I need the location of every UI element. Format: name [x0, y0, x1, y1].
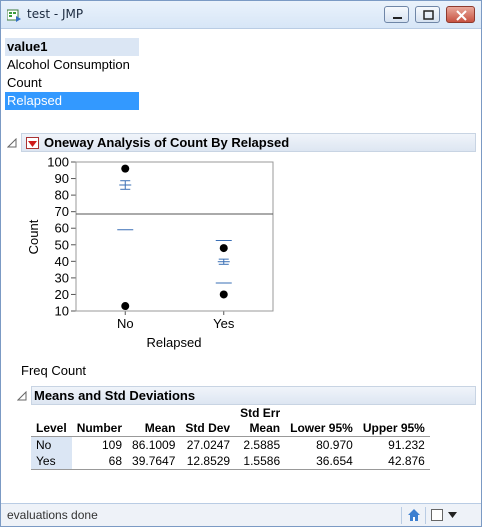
minimize-icon	[393, 17, 402, 19]
col-header-number: Number	[71, 406, 128, 437]
cell-std-err: 1.5586	[235, 453, 286, 470]
close-icon	[456, 10, 467, 21]
y-tick-label: 20	[55, 287, 69, 302]
maximize-icon	[423, 10, 434, 20]
means-title: Means and Std Deviations	[34, 388, 196, 403]
column-list-header: value1	[5, 38, 139, 56]
col-header-std-dev: Std Dev	[180, 406, 236, 437]
col-header-std-err-mean: Std Err Mean	[235, 406, 286, 437]
table-row: Yes 68 39.7647 12.8529 1.5586 36.654 42.…	[31, 453, 430, 470]
column-item-relapsed[interactable]: Relapsed	[5, 92, 139, 110]
close-button[interactable]	[446, 6, 475, 23]
table-row: No 109 86.1009 27.0247 2.5885 80.970 91.…	[31, 436, 430, 453]
data-point	[219, 244, 228, 253]
column-item-alcohol-consumption[interactable]: Alcohol Consumption	[7, 57, 130, 72]
y-tick-label: 60	[55, 221, 69, 236]
status-bar: evaluations done	[1, 503, 481, 526]
y-tick-label: 40	[55, 254, 69, 269]
status-text: evaluations done	[7, 508, 98, 522]
cell-std-dev: 27.0247	[186, 438, 231, 452]
col-header-lower-95: Lower 95%	[285, 406, 358, 437]
column-list: value1 Alcohol Consumption Count Relapse…	[5, 38, 139, 110]
means-table: Level Number Mean Std Dev Std Err Mean Lo…	[31, 406, 430, 470]
cell-level: Yes	[31, 453, 72, 470]
maximize-button[interactable]	[415, 6, 440, 23]
x-tick-label: No	[117, 316, 134, 331]
cell-mean: 86.1009	[132, 438, 176, 452]
column-item-count[interactable]: Count	[7, 75, 42, 90]
oneway-outline-header: Oneway Analysis of Count By Relapsed	[7, 133, 476, 152]
col-header-upper-95: Upper 95%	[357, 406, 430, 437]
freq-label: Freq Count	[21, 363, 87, 378]
y-tick-label: 100	[47, 155, 69, 170]
disclosure-triangle-icon[interactable]	[7, 138, 17, 148]
x-tick-label: Yes	[213, 316, 235, 331]
means-outline-header: Means and Std Deviations	[17, 386, 476, 405]
cell-lower: 36.654	[285, 453, 358, 470]
disclosure-triangle-icon[interactable]	[17, 391, 27, 401]
y-tick-label: 50	[55, 237, 69, 252]
y-tick-label: 90	[55, 171, 69, 186]
y-tick-label: 10	[55, 304, 69, 319]
col-header-mean: Mean	[127, 406, 181, 437]
cell-lower: 80.970	[316, 438, 353, 452]
y-tick-label: 30	[55, 270, 69, 285]
cell-upper: 42.876	[357, 453, 430, 470]
cell-number: 68	[71, 453, 128, 470]
cell-mean: 39.7647	[127, 453, 181, 470]
plot-frame	[75, 161, 274, 312]
cell-upper: 91.232	[388, 438, 425, 452]
home-icon[interactable]	[407, 508, 421, 522]
oneway-title: Oneway Analysis of Count By Relapsed	[44, 135, 290, 150]
table-header-row: Level Number Mean Std Dev Std Err Mean Lo…	[31, 406, 430, 437]
col-header-level: Level	[31, 406, 72, 437]
cell-level: No	[31, 436, 72, 453]
minimize-button[interactable]	[384, 6, 409, 23]
data-point	[121, 302, 130, 311]
y-axis-label: Count	[26, 219, 41, 254]
y-tick-label: 70	[55, 204, 69, 219]
dropdown-arrow-icon[interactable]	[448, 512, 457, 518]
data-point	[121, 164, 130, 173]
status-divider	[401, 507, 402, 524]
jmp-app-icon	[7, 9, 21, 22]
data-point	[219, 290, 228, 299]
x-axis-label: Relapsed	[147, 335, 202, 350]
y-tick-label: 80	[55, 188, 69, 203]
checkbox-icon[interactable]	[431, 509, 443, 521]
red-triangle-menu-icon[interactable]	[26, 137, 39, 149]
cell-std-err: 2.5885	[243, 438, 281, 452]
cell-std-dev: 12.8529	[180, 453, 236, 470]
status-divider	[425, 507, 426, 524]
title-bar: test - JMP	[1, 1, 481, 29]
cell-number: 109	[102, 438, 123, 452]
window-title: test - JMP	[27, 7, 84, 21]
